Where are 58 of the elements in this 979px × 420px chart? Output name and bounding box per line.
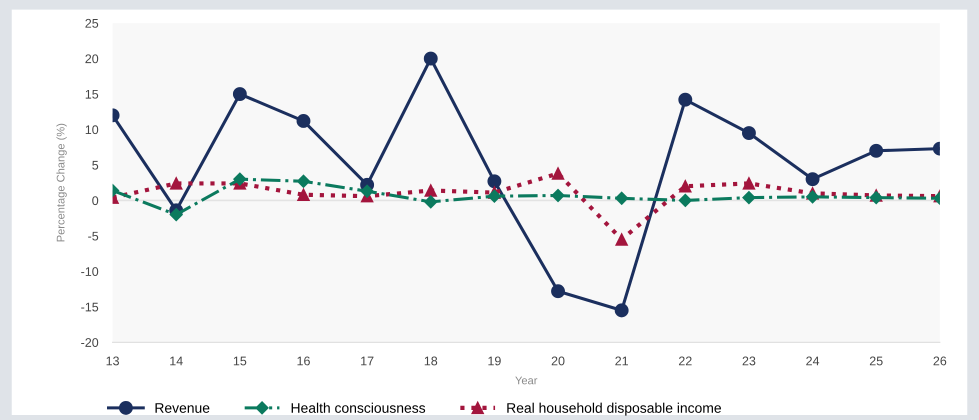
point <box>678 194 692 208</box>
y-tick-label: -20 <box>81 338 98 347</box>
x-tick-label: 16 <box>297 356 310 366</box>
point <box>488 190 501 203</box>
point <box>297 188 310 202</box>
x-tick-label: 19 <box>488 356 501 366</box>
point <box>232 87 247 101</box>
point <box>360 184 374 198</box>
point <box>424 184 438 197</box>
y-tick-label: -10 <box>81 267 98 276</box>
point <box>870 191 883 204</box>
point <box>869 144 884 158</box>
point <box>742 191 756 204</box>
point <box>233 172 246 186</box>
x-tick-label: 18 <box>424 356 438 366</box>
legend-label: Revenue <box>156 403 210 413</box>
point <box>296 114 310 128</box>
y-tick-label: 5 <box>92 160 98 170</box>
point <box>551 188 565 202</box>
point <box>806 190 820 204</box>
point <box>551 284 565 298</box>
point <box>552 167 564 180</box>
legend-label: Health consciousness <box>292 402 426 413</box>
x-axis-title: Year <box>515 376 538 384</box>
x-tick-label: 21 <box>615 356 628 366</box>
y-tick-label: 20 <box>85 54 98 64</box>
y-tick-label: -15 <box>81 302 98 312</box>
x-tick-label: 25 <box>870 356 883 366</box>
point <box>678 92 692 107</box>
point <box>615 192 628 205</box>
point <box>679 180 692 192</box>
point <box>296 174 310 188</box>
x-tick-label: 20 <box>552 356 564 366</box>
x-tick-label: 17 <box>361 356 374 366</box>
y-tick-label: 25 <box>85 18 98 28</box>
y-tick-label: 10 <box>86 125 98 134</box>
point <box>742 177 756 190</box>
y-tick-label: -5 <box>88 232 98 241</box>
point <box>170 177 182 190</box>
point <box>424 195 438 208</box>
x-tick-label: 13 <box>106 356 119 366</box>
x-tick-label: 14 <box>170 356 183 366</box>
point <box>742 126 756 140</box>
point <box>487 174 502 188</box>
x-tick-label: 23 <box>742 356 756 366</box>
y-tick-label: 0 <box>92 196 98 206</box>
x-tick-label: 15 <box>234 356 246 366</box>
x-tick-label: 24 <box>806 356 820 366</box>
point <box>170 208 183 222</box>
y-tick-label: 15 <box>86 90 98 99</box>
point <box>615 233 628 246</box>
y-axis-title: Percentage Change (%) <box>56 124 67 242</box>
x-tick-label: 22 <box>678 356 692 366</box>
point <box>424 52 438 66</box>
x-tick-label: 26 <box>934 356 946 366</box>
point <box>806 172 820 186</box>
legend-label: Real household disposable income <box>507 402 721 416</box>
point <box>614 303 629 318</box>
